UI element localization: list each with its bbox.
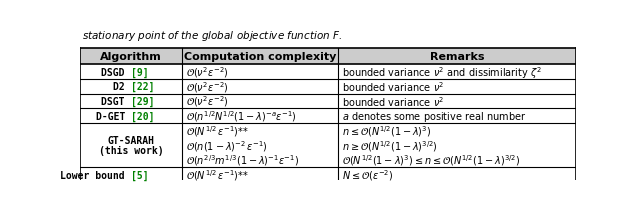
Text: bounded variance $\nu^2$ and dissimilarity $\zeta^2$: bounded variance $\nu^2$ and dissimilari… [342,64,541,80]
Text: $n \leq \mathcal{O}(N^{1/2}(1-\lambda)^3)$: $n \leq \mathcal{O}(N^{1/2}(1-\lambda)^3… [342,123,431,138]
Text: GT-SARAH: GT-SARAH [108,135,154,145]
Text: $a$ denotes some positive real number: $a$ denotes some positive real number [342,109,526,123]
Text: [29]: [29] [131,97,154,107]
Text: $\mathcal{O}(N^{1/2}\,\epsilon^{-1})$**: $\mathcal{O}(N^{1/2}\,\epsilon^{-1})$** [186,123,248,138]
Text: $\mathcal{O}\left(\nu^2\epsilon^{-2}\right)$: $\mathcal{O}\left(\nu^2\epsilon^{-2}\rig… [186,65,228,80]
Text: [22]: [22] [131,82,154,92]
Text: Computation complexity: Computation complexity [184,52,336,62]
Text: DSGD: DSGD [102,67,131,77]
Text: $\mathcal{O}(n(1-\lambda)^{-2}\,\epsilon^{-1})$: $\mathcal{O}(n(1-\lambda)^{-2}\,\epsilon… [186,138,268,153]
Text: bounded variance $\nu^2$: bounded variance $\nu^2$ [342,80,444,94]
Text: $\mathcal{O}(N^{1/2}\,\epsilon^{-1})$**: $\mathcal{O}(N^{1/2}\,\epsilon^{-1})$** [186,167,248,182]
Text: $\mathcal{O}\left(\nu^2\epsilon^{-2}\right)$: $\mathcal{O}\left(\nu^2\epsilon^{-2}\rig… [186,80,228,94]
Text: bounded variance $\nu^2$: bounded variance $\nu^2$ [342,95,444,108]
Text: $\mathcal{O}(n^{2/3}m^{1/3}(1-\lambda)^{-1}\epsilon^{-1})$: $\mathcal{O}(n^{2/3}m^{1/3}(1-\lambda)^{… [186,153,299,167]
Text: $\mathcal{O}\left(\nu^2\epsilon^{-2}\right)$: $\mathcal{O}\left(\nu^2\epsilon^{-2}\rig… [186,94,228,109]
Text: stationary point of the global objective function $F$.: stationary point of the global objective… [83,29,343,43]
Text: Lower bound: Lower bound [60,170,131,180]
Text: $\mathcal{O}(N^{1/2}(1-\lambda)^3) \leq n \leq \mathcal{O}(N^{1/2}(1-\lambda)^{3: $\mathcal{O}(N^{1/2}(1-\lambda)^3) \leq … [342,153,520,167]
Text: $n \geq \mathcal{O}(N^{1/2}(1-\lambda)^{3/2})$: $n \geq \mathcal{O}(N^{1/2}(1-\lambda)^{… [342,138,438,153]
Text: D2: D2 [113,82,131,92]
Bar [80,48,576,182]
Text: $\mathcal{O}(n^{1/2}N^{1/2}(1-\lambda)^{-a}\epsilon^{-1})$: $\mathcal{O}(n^{1/2}N^{1/2}(1-\lambda)^{… [186,109,296,124]
Text: DSGT: DSGT [102,97,131,106]
Text: Remarks: Remarks [429,52,484,62]
Text: D-GET: D-GET [95,111,131,121]
Text: [9]: [9] [131,67,148,77]
Bar [80,48,576,65]
Text: [5]: [5] [131,169,148,180]
Text: Algorithm: Algorithm [100,52,162,62]
Text: [20]: [20] [131,111,154,121]
Text: $N \leq \mathcal{O}(\epsilon^{-2})$: $N \leq \mathcal{O}(\epsilon^{-2})$ [342,167,393,182]
Text: (this work): (this work) [99,145,163,156]
